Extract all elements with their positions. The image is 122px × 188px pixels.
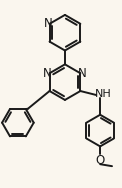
Text: N: N xyxy=(43,67,52,80)
Text: N: N xyxy=(78,67,87,80)
Text: N: N xyxy=(44,17,53,30)
Text: O: O xyxy=(96,154,105,167)
Text: NH: NH xyxy=(95,89,112,99)
